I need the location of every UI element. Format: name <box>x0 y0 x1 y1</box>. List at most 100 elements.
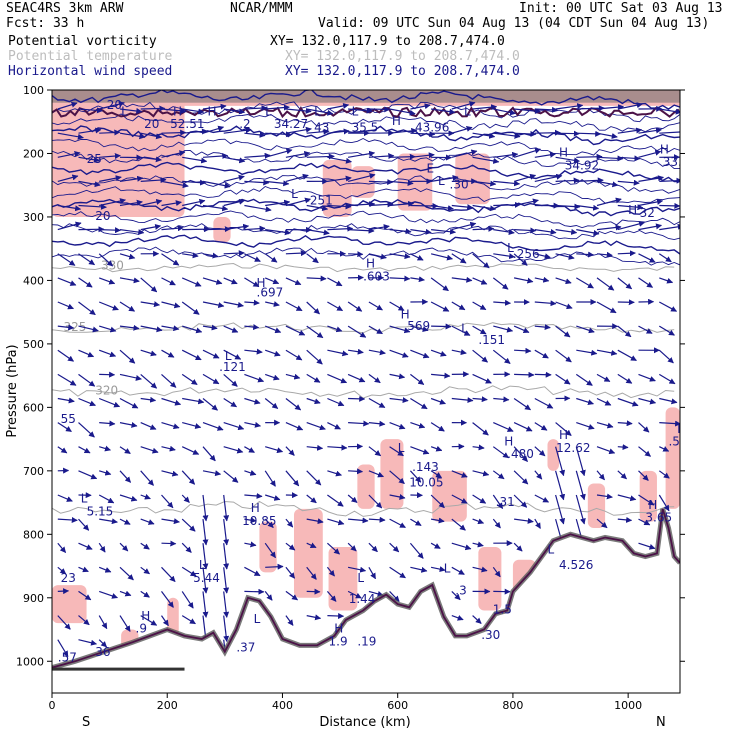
wind-vector <box>223 519 230 546</box>
contour-annotation: H <box>660 142 669 156</box>
wind-vector <box>368 566 377 580</box>
wind-vector <box>576 251 595 258</box>
wind-vector <box>285 566 296 579</box>
wind-vector <box>264 470 276 487</box>
wind-vector <box>223 174 245 182</box>
wind-vector <box>78 253 95 266</box>
wind-vector <box>348 395 366 402</box>
contour-annotation: H <box>173 104 182 118</box>
wind-vector <box>596 180 619 188</box>
wind-vector <box>430 349 447 357</box>
wind-vector <box>410 566 428 573</box>
wind-vector <box>638 325 653 334</box>
wind-vector <box>451 204 474 211</box>
wind-vector <box>265 104 290 111</box>
wind-vector <box>617 277 633 290</box>
wind-vector <box>306 349 323 365</box>
wind-vector <box>161 615 169 627</box>
wind-vector <box>202 494 209 522</box>
wind-vector <box>327 397 345 407</box>
x-axis-label: Distance (km) <box>319 715 410 730</box>
contour-annotation: 43.96 <box>415 120 449 134</box>
wind-vector <box>181 446 200 455</box>
wind-vector <box>617 102 643 110</box>
wind-vector <box>555 203 581 210</box>
wind-vector <box>223 543 230 570</box>
wind-vector <box>244 225 266 232</box>
wind-vector <box>575 373 593 386</box>
wind-vector <box>513 446 528 462</box>
wind-vector <box>306 325 324 339</box>
wind-vector <box>472 104 498 111</box>
wind-vector <box>78 203 107 210</box>
wind-vector <box>182 128 208 135</box>
center-label: NCAR/MMM <box>230 1 293 16</box>
wind-vector <box>575 277 594 289</box>
wind-vector <box>202 180 231 189</box>
wind-vector <box>389 446 404 457</box>
wind-vector <box>347 173 376 182</box>
wind-vector <box>472 470 490 477</box>
wind-vector <box>285 277 302 286</box>
wind-vector <box>368 201 394 208</box>
wind-vector <box>119 229 145 236</box>
wind-vector <box>451 518 466 531</box>
wind-vector <box>327 102 350 110</box>
contour-annotation: .121 <box>219 360 246 374</box>
contour-annotation: H <box>559 146 568 160</box>
wind-vector <box>451 276 473 283</box>
wind-vector <box>472 204 497 212</box>
contour-annotation: L <box>265 104 272 118</box>
wind-vector <box>181 615 196 625</box>
wind-vector <box>57 221 82 231</box>
wind-vector <box>140 132 163 140</box>
wind-vector <box>57 615 71 630</box>
wind-vector <box>555 301 573 310</box>
wind-vector <box>493 253 516 260</box>
wind-vector <box>617 373 633 384</box>
wind-vector <box>409 542 424 559</box>
contour-annotation: L <box>254 612 261 626</box>
wind-vector <box>57 301 74 310</box>
wind-vector <box>368 224 390 231</box>
wind-vector <box>472 301 487 311</box>
contour-annotation: .30 <box>450 177 469 191</box>
contour-annotation: .3 <box>455 584 466 598</box>
plot-frame <box>51 89 681 694</box>
wind-vector <box>202 398 218 411</box>
contour-annotation: 5.44 <box>193 571 220 585</box>
wind-vector <box>244 105 268 112</box>
wind-vector <box>265 148 293 158</box>
wind-vector <box>285 173 309 182</box>
field-label-wind: Horizontal wind speed <box>8 64 172 79</box>
wind-vector <box>430 253 453 261</box>
wind-vector <box>57 566 67 575</box>
wind-vector <box>119 494 138 502</box>
pv-fill-blob <box>478 547 502 611</box>
wind-vector <box>555 277 572 285</box>
wind-vector <box>368 420 386 427</box>
wind-vector <box>306 253 319 264</box>
wind-vector <box>78 566 89 573</box>
wind-vector <box>348 517 369 524</box>
wind-vector <box>659 277 674 284</box>
wind-vector <box>223 108 246 115</box>
y-tick-label: 700 <box>23 465 44 478</box>
wind-vector <box>78 615 90 626</box>
wind-vector <box>534 518 541 529</box>
wind-vector <box>638 373 656 382</box>
wind-vector <box>368 373 381 384</box>
wind-vector <box>327 325 343 333</box>
wind-vector <box>244 299 260 306</box>
contour-annotation: .30 <box>481 628 500 642</box>
wind-vector <box>265 446 284 454</box>
model-title: SEAC4RS 3km ARW <box>6 1 124 16</box>
contour-annotation: 35.5 <box>352 120 379 134</box>
wind-vector <box>202 277 223 285</box>
contour-annotation: 23 <box>61 571 76 585</box>
wind-vector <box>431 372 451 379</box>
wind-vector <box>140 446 159 454</box>
contour-annotation: .256 <box>513 247 540 261</box>
wind-vector <box>389 397 409 404</box>
wind-vector <box>306 301 320 315</box>
